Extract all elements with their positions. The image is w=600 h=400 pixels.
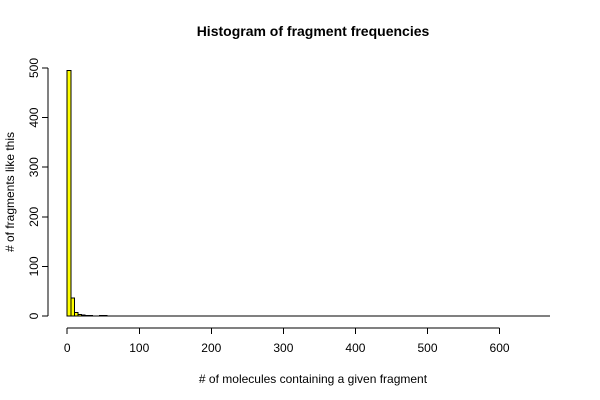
y-tick-label: 200 bbox=[27, 206, 41, 226]
histogram-bar bbox=[66, 69, 72, 317]
x-tick-label: 200 bbox=[201, 341, 221, 355]
y-tick-label: 500 bbox=[27, 58, 41, 78]
x-tick-label: 400 bbox=[345, 341, 365, 355]
bars-group bbox=[66, 69, 550, 317]
x-tick-label: 500 bbox=[417, 341, 437, 355]
y-tick-label: 300 bbox=[27, 157, 41, 177]
x-axis-label: # of molecules containing a given fragme… bbox=[199, 372, 428, 386]
y-tick-label: 400 bbox=[27, 107, 41, 127]
x-axis: 0 100 200 300 400 500 600 bbox=[64, 327, 510, 355]
chart-title: Histogram of fragment frequencies bbox=[197, 23, 430, 39]
y-tick-label: 100 bbox=[27, 256, 41, 276]
histogram-bar bbox=[73, 312, 79, 317]
histogram-bar bbox=[70, 297, 75, 317]
x-tick-label: 300 bbox=[273, 341, 293, 355]
x-tick-label: 600 bbox=[490, 341, 510, 355]
y-axis-label: # of fragments like this bbox=[3, 132, 17, 252]
x-tick-label: 100 bbox=[129, 341, 149, 355]
x-tick-label: 0 bbox=[64, 341, 71, 355]
y-tick-label: 0 bbox=[27, 312, 41, 319]
y-axis: 0 100 200 300 400 500 bbox=[27, 58, 49, 319]
